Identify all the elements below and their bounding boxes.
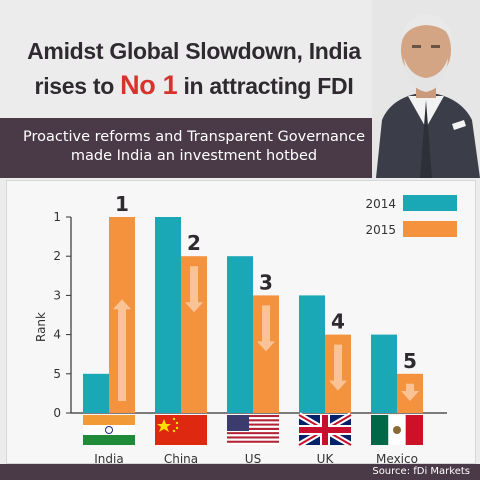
headline-line2: rises to No 1 in attracting FDI [14,68,374,103]
star [157,419,171,432]
arrow-down-icon [401,383,419,401]
legend-label: 2014 [365,197,396,211]
y-tick-label: 3 [53,288,61,302]
flag-stripe [227,434,279,437]
flag-stripe [227,432,279,435]
china-flag-icon [155,415,207,445]
bar-2015 [181,256,207,413]
headline: Amidst Global Slowdown, India rises to N… [14,34,374,103]
india-flag-icon [83,415,135,445]
y-axis-label: Rank [34,312,48,342]
flag-stripe [227,430,279,433]
arrow-down-icon [257,305,275,352]
rank-label: 1 [115,192,129,216]
small-star [175,426,179,430]
y-tick-label: 5 [53,367,61,381]
banner-line1: Proactive reforms and Transparent Govern… [22,129,366,145]
headline-accent: No 1 [120,70,178,100]
small-star [172,417,176,421]
flag-stripe [227,436,279,439]
chart-legend: 2014 2015 [365,195,457,237]
x-tick-label: Mexico [376,452,418,463]
flag-stripe [227,442,279,445]
headline-line1: Amidst Global Slowdown, India [27,38,361,64]
y-tick-label: 2 [53,249,61,263]
bar-2015 [253,295,279,413]
flag-field [155,415,207,445]
flag-group [83,412,423,448]
flag-stripe [83,425,135,435]
legend-swatch [403,195,457,211]
flag-stripe [405,415,423,445]
mexico-flag-icon [371,415,423,445]
bar-2015 [325,334,351,413]
flag-stripe [227,423,279,426]
flag-stripe [83,435,135,445]
flag-stripe [227,427,279,430]
y-tick-label: 4 [53,328,61,342]
chart-panel: 2014 2015 1 2 3 4 5 0 Rank 1 2 3 4 5 India China US UK… [6,180,476,464]
chakra [105,426,113,434]
headline-line2-suffix: in attracting FDI [177,73,354,99]
legend-label: 2015 [365,223,396,237]
flag-stripe [227,415,279,418]
flag-canton [227,415,249,431]
arrow-up-icon [113,299,131,401]
headline-line2-prefix: rises to [34,73,121,99]
bar-2014 [371,334,397,413]
flag-stripe [371,415,389,445]
source-label: Source: fDi Markets [372,466,470,477]
flag-stripe [227,440,279,443]
rank-label: 5 [403,349,417,373]
flag-stripe [227,419,279,422]
arrow-down-icon [185,266,203,313]
x-tick-label: China [164,452,198,463]
x-tick-label: US [245,452,261,463]
rank-chart: 2014 2015 1 2 3 4 5 0 Rank 1 2 3 4 5 India China US UK… [34,192,457,463]
legend-swatch [403,221,457,237]
rank-label: 4 [331,310,345,334]
flag-stripe [227,421,279,424]
portrait-image [372,0,480,178]
flag-stripe [83,415,135,425]
y-tick-label: 0 [53,406,61,420]
bar-2015 [397,373,423,413]
bar-2014 [227,256,253,413]
bar-2015 [109,217,135,413]
flag-stripe [227,425,279,428]
x-axis-labels: India China US UK Mexico [94,452,418,463]
rank-label: 2 [187,231,201,255]
uk-flag-icon [297,412,353,448]
us-flag-icon [227,415,279,445]
bar-2014 [155,217,181,413]
emblem [393,426,401,434]
small-star [175,421,179,425]
bar-group: 1 2 3 4 5 [83,192,423,413]
y-tick-label: 1 [53,210,61,224]
bar-2014 [299,295,325,413]
x-tick-label: India [94,452,123,463]
small-star [172,429,176,433]
flag-stripe [227,438,279,441]
rank-label: 3 [259,270,273,294]
banner-line2: made India an investment hotbed [70,148,318,164]
cross [299,427,351,433]
arrow-down-icon [329,344,347,391]
flag-stripe [227,417,279,420]
footer-bar: Source: fDi Markets [0,464,480,480]
x-tick-label: UK [317,452,335,463]
bar-2014 [83,373,109,413]
